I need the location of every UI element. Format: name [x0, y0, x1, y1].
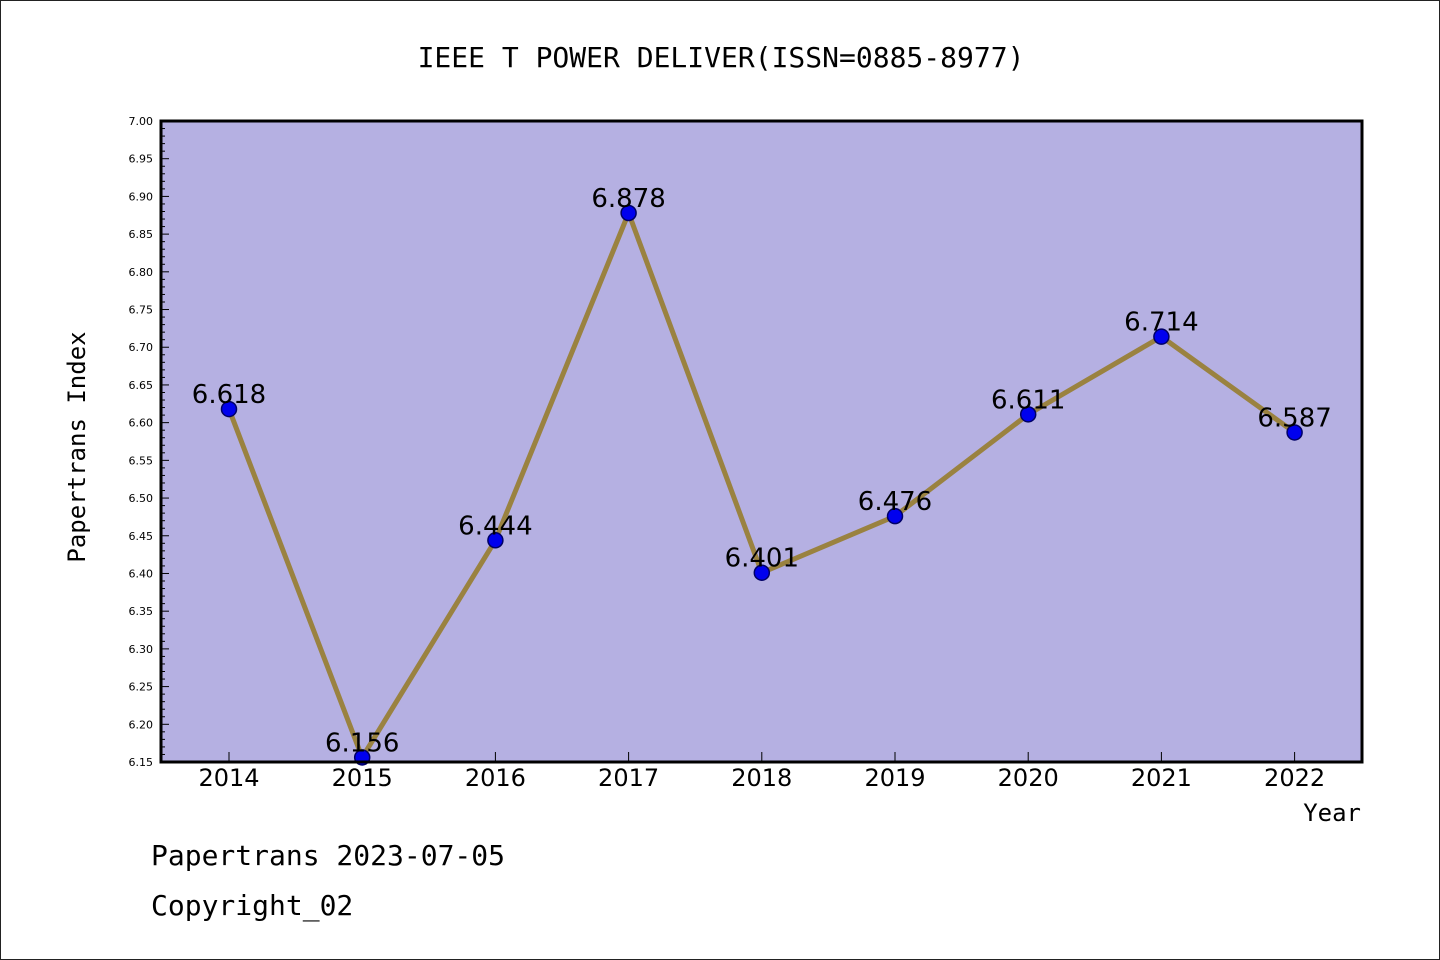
- marker-group: [220, 204, 1303, 766]
- data-label: 6.714: [1124, 308, 1198, 338]
- data-point: [886, 507, 904, 525]
- data-point: [487, 532, 504, 549]
- data-point: [620, 204, 637, 222]
- chart-title: IEEE T POWER DELIVER(ISSN=0885-8977): [418, 41, 1025, 74]
- y-tick-label: 6.20: [129, 718, 154, 731]
- x-tick-label: 2015: [332, 764, 393, 792]
- data-label: 6.878: [591, 184, 665, 214]
- data-label: 6.476: [858, 487, 932, 517]
- footer-date: Papertrans 2023-07-05: [151, 839, 505, 872]
- data-label: 6.611: [991, 385, 1065, 415]
- y-tick-label: 6.40: [129, 567, 154, 580]
- data-point: [1286, 424, 1303, 441]
- y-tick-label: 6.85: [129, 228, 154, 241]
- data-label: 6.156: [325, 728, 399, 758]
- x-axis-ticks: 2014 2015 2016 2017 2018 2019 2020 2021 2022: [198, 752, 1325, 792]
- data-point: [1019, 406, 1037, 423]
- y-tick-label: 6.60: [129, 417, 154, 430]
- data-point: [220, 400, 238, 418]
- x-tick-label: 2021: [1131, 764, 1192, 792]
- x-tick-label: 2020: [998, 764, 1059, 792]
- x-tick-label: 2016: [465, 764, 526, 792]
- x-tick-label: 2018: [731, 764, 792, 792]
- y-tick-label: 6.95: [129, 153, 154, 166]
- y-tick-label: 6.35: [129, 605, 154, 618]
- plot-area: [161, 121, 1362, 762]
- y-tick-label: 6.90: [129, 190, 154, 203]
- y-tick-label: 6.25: [129, 681, 154, 694]
- data-label: 6.444: [458, 511, 532, 541]
- x-tick-label: 2019: [864, 764, 925, 792]
- y-tick-label: 6.70: [129, 341, 154, 354]
- data-label: 6.587: [1257, 403, 1331, 433]
- data-label: 6.618: [192, 380, 266, 410]
- x-tick-label: 2022: [1264, 764, 1325, 792]
- data-label: 6.401: [725, 544, 799, 574]
- y-tick-label: 6.15: [129, 756, 154, 769]
- footer-copyright: Copyright_02: [151, 889, 353, 923]
- y-tick-label: 6.30: [129, 643, 154, 656]
- x-axis-label: Year: [1303, 799, 1361, 827]
- x-tick-label: 2014: [198, 764, 259, 792]
- data-point: [1153, 328, 1170, 345]
- data-point: [753, 564, 771, 581]
- y-tick-label: 6.45: [129, 530, 154, 543]
- y-tick-label: 6.80: [129, 266, 154, 279]
- data-label-group: 6.618 6.156 6.444 6.878 6.401 6.476 6.611 6.714…: [192, 184, 1332, 758]
- y-tick-label: 6.75: [129, 304, 154, 317]
- x-tick-label: 2017: [598, 764, 659, 792]
- y-tick-label: 6.50: [129, 492, 154, 505]
- y-tick-label: 6.65: [129, 379, 154, 392]
- y-tick-label: 6.55: [129, 454, 154, 467]
- y-tick-label: 7.00: [129, 115, 154, 128]
- plot-frame: [159, 119, 1364, 764]
- y-axis-label: Papertrans Index: [63, 331, 91, 562]
